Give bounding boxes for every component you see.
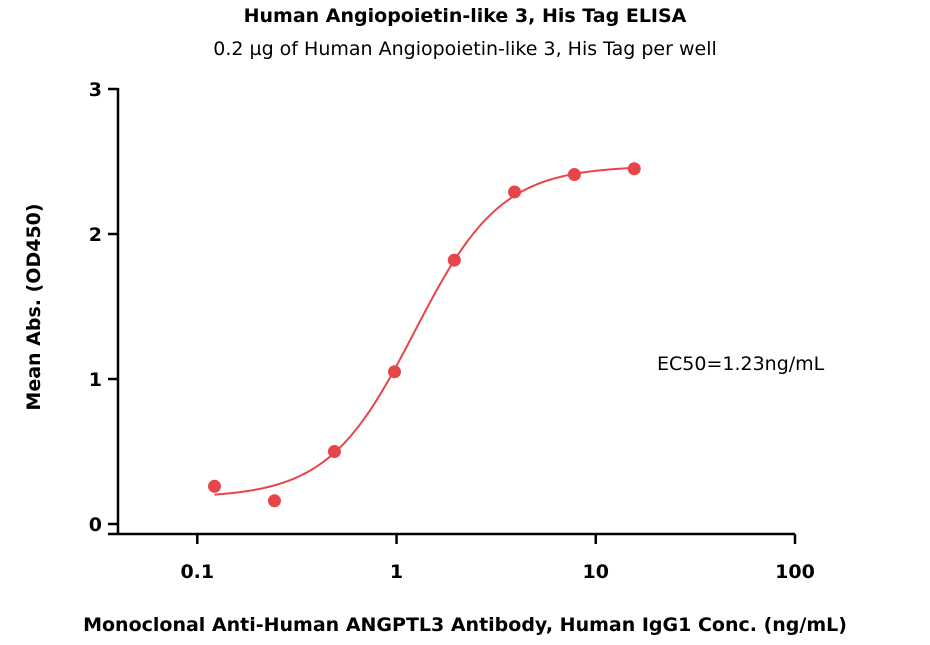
data-point [388,365,402,379]
y-tick-label: 3 [89,79,102,101]
x-tick-label: 1 [390,561,403,583]
data-points-layer [207,162,641,508]
data-point [627,162,641,176]
data-point [447,253,461,267]
y-tick-label: 0 [89,514,102,536]
chart-title: Human Angiopoietin-like 3, His Tag ELISA [244,5,687,27]
data-point [567,168,581,182]
data-point [207,479,221,493]
data-point [267,494,281,508]
fit-curve-layer [214,166,635,496]
ec50-annotation: EC50=1.23ng/mL [657,353,825,375]
x-tick-label: 100 [775,561,815,583]
x-tick-label: 0.1 [180,561,214,583]
y-tick-label: 1 [89,369,102,391]
axes: 0 1 2 3 0.1 1 10 100 [89,79,815,583]
data-point [508,185,522,199]
y-axis-label: Mean Abs. (OD450) [23,203,45,410]
y-tick-label: 2 [89,224,102,246]
chart-subtitle: 0.2 µg of Human Angiopoietin-like 3, His… [213,38,717,60]
fit-curve-line [214,166,635,496]
data-point [327,445,341,458]
x-axis-label: Monoclonal Anti-Human ANGPTL3 Antibody, … [83,614,847,636]
x-tick-label: 10 [583,561,609,583]
